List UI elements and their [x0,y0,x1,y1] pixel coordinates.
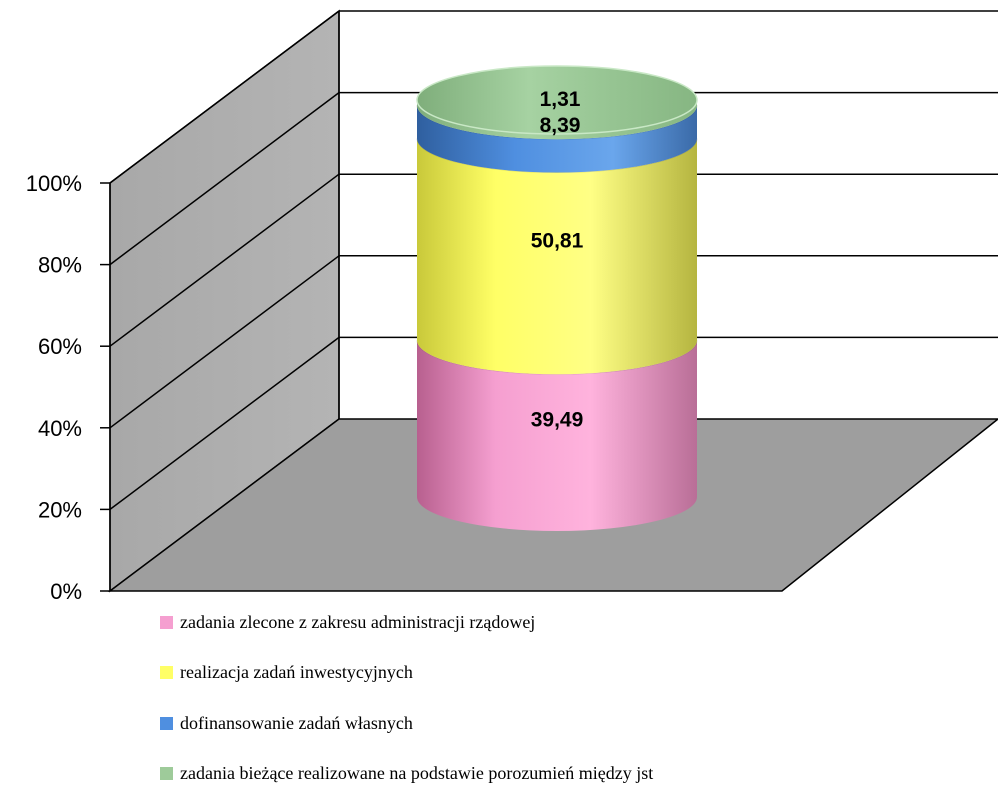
legend-swatch [160,717,173,730]
legend-item: zadania bieżące realizowane na podstawie… [160,763,653,783]
legend-swatch [160,767,173,780]
gridline-side [109,92,340,266]
data-label: 1,31 [540,88,581,111]
legend: zadania zlecone z zakresu administracji … [160,612,653,783]
y-tick-label: 80% [38,253,82,278]
legend-swatch [160,666,173,679]
legend-label: realizacja zadań inwestycyjnych [180,662,413,682]
data-labels: 39,49 50,81 8,39 1,31 [531,88,584,432]
legend-label: dofinansowanie zadań własnych [180,713,413,733]
gridline-side [109,255,340,429]
gridline-side [109,173,340,347]
gridline-side [109,10,340,184]
legend-label: zadania zlecone z zakresu administracji … [180,612,535,632]
cylinder-segment [417,105,697,173]
y-tick-label: 60% [38,334,82,359]
data-label: 8,39 [540,114,581,137]
cylinder-segment [417,340,697,531]
legend-label: zadania bieżące realizowane na podstawie… [180,763,653,783]
legend-swatch [160,616,173,629]
y-axis-ticks: 0% 20% 40% 60% 80% 100% [26,171,111,604]
legend-item: realizacja zadań inwestycyjnych [160,662,413,682]
data-label: 50,81 [531,229,584,252]
cylinder-top-cap [416,65,698,135]
y-tick-label: 20% [38,497,82,522]
y-tick-label: 100% [26,171,82,196]
cylinder [416,65,698,531]
data-label: 39,49 [531,409,584,432]
legend-item: zadania zlecone z zakresu administracji … [160,612,535,632]
cylinder-segment [417,138,697,375]
y-tick-label: 0% [50,579,82,604]
gridline-side [109,336,340,510]
y-tick-label: 40% [38,416,82,441]
legend-item: dofinansowanie zadań własnych [160,713,413,733]
